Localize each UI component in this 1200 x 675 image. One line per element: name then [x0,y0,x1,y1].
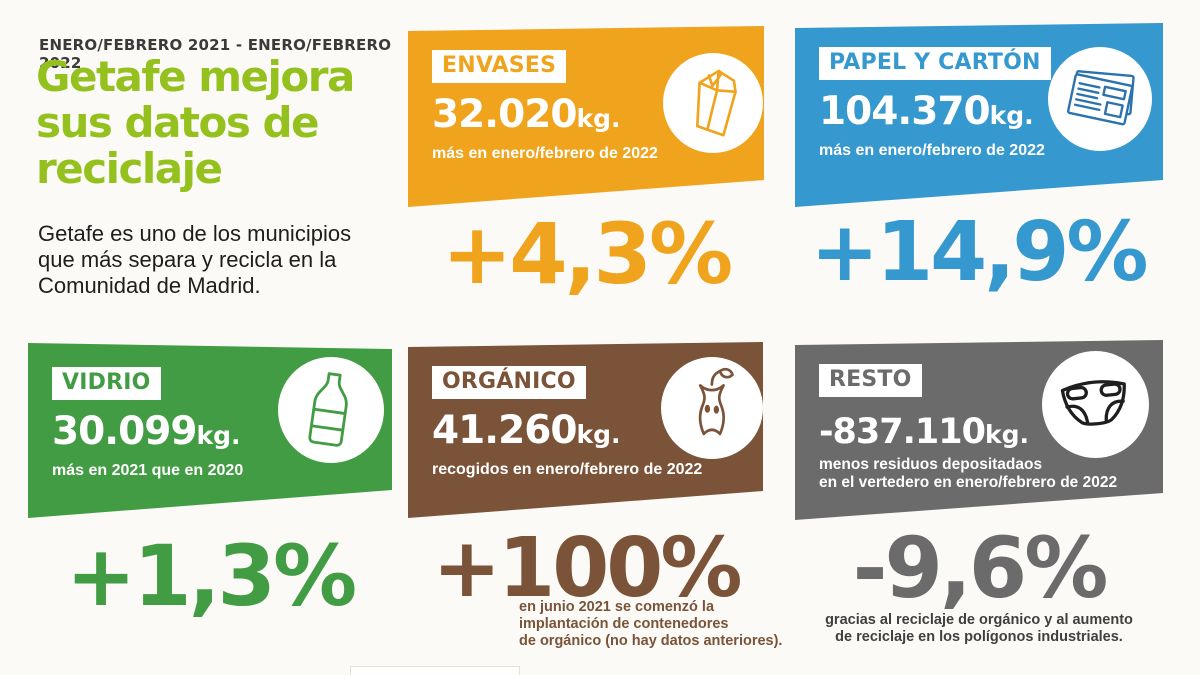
amount-value: 104.370 [819,89,990,134]
amount-line: -837.110kg. [819,412,1029,452]
icon-circle [661,357,763,459]
percent-value: +4,3% [441,205,733,303]
category-badge: RESTO [819,364,922,397]
diaper-icon [1048,357,1142,451]
panel-card: VIDRIO 30.099kg. más en 2021 que en 2020 [28,343,392,518]
footnote: gracias al reciclaje de orgánico y al au… [825,612,1133,646]
panel-card: RESTO -837.110kg. menos residuos deposit… [795,340,1163,520]
icon-circle [278,357,384,463]
panel-card: ENVASES 32.020kg. más en enero/febrero d… [408,26,764,207]
amount-value: -837.110 [819,412,985,452]
newspaper-icon [1054,53,1146,145]
amount-line: 104.370kg. [819,89,1034,134]
panel-card: ORGÁNICO 41.260kg. recogidos en enero/fe… [408,342,763,518]
amount-unit: kg. [196,421,241,450]
category-badge: ENVASES [432,50,566,83]
icon-circle [1048,47,1152,151]
percent-value: +14,9% [810,205,1148,300]
amount-description: más en enero/febrero de 2022 [432,145,658,162]
date-range: ENERO/FEBRERO 2021 - ENERO/FEBRERO 2022 [39,36,392,72]
amount-value: 32.020 [432,92,577,137]
panel-card: PAPEL Y CARTÓN 104.370kg. más en enero/f… [795,23,1163,207]
amount-unit: kg. [989,101,1034,130]
page-title: Getafe mejora sus datos de reciclaje [36,52,355,194]
intro-paragraph: Getafe es uno de los municipios que más … [38,221,352,299]
amount-description: más en enero/febrero de 2022 [819,142,1045,159]
amount-value: 30.099 [52,409,197,454]
carton-icon [669,59,757,147]
amount-value: 41.260 [432,408,577,453]
percent-value: -9,6% [852,519,1109,617]
amount-unit: kg. [576,104,621,133]
amount-line: 30.099kg. [52,409,241,454]
footnote: en junio 2021 se comenzó la implantación… [519,599,783,650]
icon-circle [1042,351,1149,458]
amount-unit: kg. [984,420,1029,449]
amount-description: menos residuos depositadaos en el verted… [819,456,1118,492]
cropped-edge-element [350,666,520,675]
amount-unit: kg. [576,420,621,449]
percent-value: +1,3% [65,527,357,625]
category-badge: VIDRIO [52,367,161,400]
amount-description: recogidos en enero/febrero de 2022 [432,461,703,478]
icon-circle [663,53,763,153]
bottle-icon [284,363,377,456]
apple-core-icon [667,363,757,453]
amount-description: más en 2021 que en 2020 [52,462,244,479]
amount-line: 41.260kg. [432,408,621,453]
category-badge: ORGÁNICO [432,366,586,399]
category-badge: PAPEL Y CARTÓN [819,47,1051,80]
percent-value: +100% [432,521,742,616]
amount-line: 32.020kg. [432,92,621,137]
